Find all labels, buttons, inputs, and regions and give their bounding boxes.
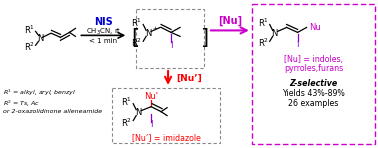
Text: N: N [37,34,44,43]
Text: ]: ] [201,28,209,48]
Text: R$^2$: R$^2$ [121,116,132,129]
Text: N: N [135,108,141,117]
Text: R$^1$ = alkyl, aryl, benzyl: R$^1$ = alkyl, aryl, benzyl [3,88,76,98]
Text: [Nu’] = imidazole: [Nu’] = imidazole [132,133,200,142]
Text: Nu': Nu' [144,92,158,101]
Text: [Nu]: [Nu] [218,15,242,26]
Text: R$^1$: R$^1$ [131,16,142,29]
Text: < 1 min: < 1 min [89,38,118,44]
Text: CH$_3$CN, rt: CH$_3$CN, rt [85,26,121,37]
Text: I: I [170,41,172,50]
Text: R$^2$: R$^2$ [23,41,34,53]
FancyBboxPatch shape [112,88,220,143]
Text: [Nu’]: [Nu’] [176,73,202,82]
FancyBboxPatch shape [252,4,375,144]
Text: Nu: Nu [310,23,321,32]
Text: R$^1$: R$^1$ [258,16,269,29]
Text: [Nu] = indoles,: [Nu] = indoles, [284,55,343,64]
Text: 26 examples: 26 examples [288,99,339,108]
Text: R$^2$ = Ts, Ac: R$^2$ = Ts, Ac [3,99,40,109]
Text: I: I [296,40,299,49]
FancyBboxPatch shape [136,9,204,68]
Text: R$^2$: R$^2$ [258,37,269,49]
Text: R$^2$: R$^2$ [131,37,142,49]
Text: Yields 43%-89%: Yields 43%-89% [282,89,345,98]
Text: pyrroles,furans: pyrroles,furans [284,64,343,73]
Text: N: N [271,29,278,38]
Text: +: + [152,26,157,31]
Text: [: [ [131,28,139,48]
Text: or 2-oxazolidinone alleneamide: or 2-oxazolidinone alleneamide [3,109,102,114]
Text: I: I [150,120,152,129]
Text: R$^1$: R$^1$ [23,23,34,36]
Text: NIS: NIS [94,17,113,28]
Text: N: N [145,29,151,38]
Text: R$^1$: R$^1$ [121,96,132,108]
Text: Z-selective: Z-selective [290,79,338,88]
